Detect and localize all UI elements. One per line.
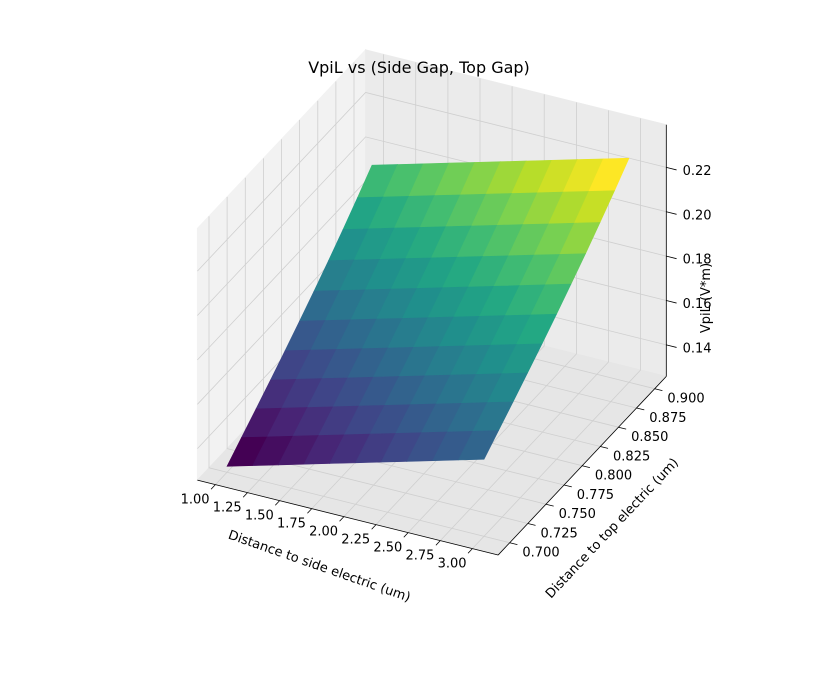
x-tick <box>242 492 248 498</box>
x-tick <box>435 540 441 546</box>
x-tick <box>307 508 313 514</box>
y-tick-label: 0.800 <box>595 469 632 484</box>
z-tick-label: 0.22 <box>683 164 712 179</box>
y-grid-line <box>244 177 547 505</box>
x-tick <box>467 548 473 554</box>
y-tick <box>545 503 554 507</box>
z-grid-line <box>197 92 667 272</box>
x-tick <box>339 516 345 522</box>
chart-title: VpiL vs (Side Gap, Top Gap) <box>308 58 530 77</box>
z-tick-label: 0.20 <box>683 208 712 223</box>
y-tick <box>636 407 645 411</box>
z-tick-label: 0.14 <box>683 341 712 356</box>
y-tick-label: 0.875 <box>649 411 686 426</box>
y-tick <box>654 388 663 392</box>
x-tick-label: 1.50 <box>245 508 274 523</box>
x-tick <box>371 524 377 530</box>
y-tick <box>509 542 518 546</box>
surface-plot <box>226 157 630 467</box>
x-tick-label: 2.00 <box>309 524 338 539</box>
y-tick-label: 0.900 <box>667 392 704 407</box>
y-tick-label: 0.850 <box>631 430 668 445</box>
surface-patch <box>457 430 499 461</box>
z-tick <box>666 344 677 348</box>
y-tick <box>618 426 627 430</box>
y-grid-line <box>226 196 528 524</box>
x-tick-label: 1.75 <box>277 516 306 531</box>
x-tick-label: 2.50 <box>373 540 402 555</box>
x-axis-line <box>197 479 499 556</box>
x-tick-label: 2.75 <box>405 548 434 563</box>
x-tick-label: 2.25 <box>341 532 370 547</box>
y-tick <box>600 446 609 449</box>
y-axis-line <box>497 376 667 556</box>
x-tick-label: 1.25 <box>213 500 242 515</box>
y-tick-label: 0.700 <box>522 546 559 561</box>
x-tick <box>210 484 216 490</box>
x-tick-label: 3.00 <box>438 556 467 571</box>
z-tick-label: 0.16 <box>683 297 712 312</box>
tick-labels: 1.001.251.501.752.002.252.502.75 3.00 0.70… <box>181 164 712 571</box>
z-tick <box>666 211 677 215</box>
y-tick-label: 0.750 <box>559 507 596 522</box>
z-tick <box>666 300 677 304</box>
x-grid-line <box>472 118 641 549</box>
x-tick <box>403 532 409 538</box>
y-tick <box>527 523 536 526</box>
axis-lines <box>197 124 667 556</box>
z-tick <box>666 255 677 260</box>
z-tick-label: 0.18 <box>683 253 712 268</box>
y-tick-label: 0.725 <box>541 526 578 541</box>
y-grid-line <box>208 216 510 544</box>
z-axis-label: VpiL (V*m) <box>699 263 714 333</box>
x-tick <box>275 500 280 506</box>
y-tick <box>563 484 572 488</box>
y-tick <box>582 465 591 469</box>
y-tick-label: 0.825 <box>613 449 650 464</box>
x-tick-label: 1.00 <box>181 492 210 507</box>
z-tick <box>666 166 677 171</box>
y-tick-label: 0.775 <box>577 488 614 503</box>
